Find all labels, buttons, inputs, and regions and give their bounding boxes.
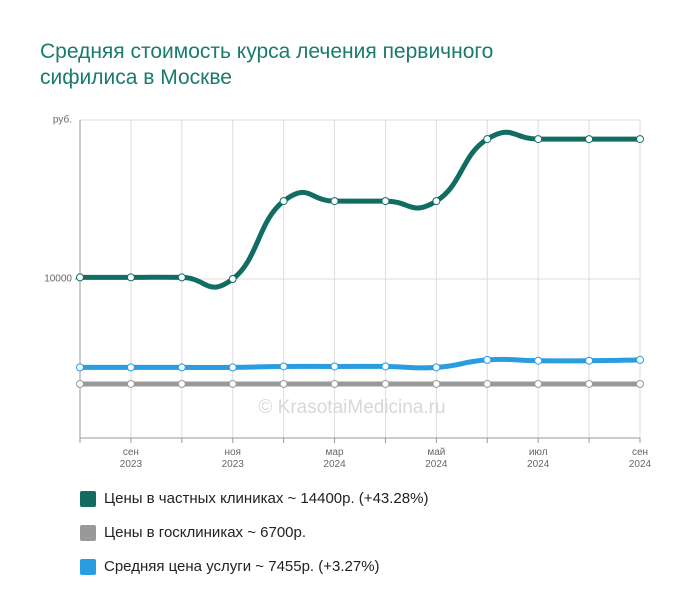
point bbox=[534, 356, 543, 365]
point bbox=[585, 356, 594, 365]
point bbox=[126, 363, 135, 372]
line bbox=[80, 129, 640, 290]
point bbox=[330, 197, 339, 206]
point bbox=[483, 379, 492, 388]
point bbox=[636, 379, 644, 388]
legend-swatch bbox=[80, 525, 96, 541]
legend-swatch bbox=[80, 559, 96, 575]
point bbox=[381, 197, 390, 206]
legend-swatch bbox=[80, 491, 96, 507]
point bbox=[432, 363, 441, 372]
x-tick-label: сен 2024 bbox=[629, 447, 652, 470]
point bbox=[534, 379, 543, 388]
point bbox=[483, 135, 492, 144]
point bbox=[432, 197, 441, 206]
point bbox=[432, 379, 441, 388]
x-tick-label: ноя 2023 bbox=[222, 447, 245, 470]
point bbox=[76, 273, 84, 282]
point bbox=[177, 273, 186, 282]
point bbox=[279, 197, 288, 206]
point bbox=[381, 362, 390, 371]
legend-label: Цены в частных клиниках ~ 14400р. (+43.2… bbox=[104, 490, 428, 507]
point bbox=[177, 379, 186, 388]
point bbox=[126, 273, 135, 282]
chart-title: Средняя стоимость курса лечения первично… bbox=[40, 40, 493, 89]
point bbox=[585, 379, 594, 388]
point bbox=[534, 135, 543, 144]
legend-label: Цены в госклиниках ~ 6700р. bbox=[104, 524, 306, 541]
point bbox=[636, 135, 644, 144]
point bbox=[228, 363, 237, 372]
point bbox=[636, 355, 644, 364]
point bbox=[330, 379, 339, 388]
point bbox=[228, 275, 237, 283]
point bbox=[330, 362, 339, 371]
x-tick-label: май 2024 bbox=[425, 447, 448, 470]
x-tick-label: сен 2023 bbox=[120, 447, 143, 470]
watermark: © KrasotaiMedicina.ru bbox=[258, 397, 445, 418]
line bbox=[79, 356, 641, 371]
point bbox=[126, 379, 135, 388]
x-tick-label: мар 2024 bbox=[323, 447, 346, 470]
y-axis-label: руб. bbox=[53, 114, 72, 126]
x-tick-label: июл 2024 bbox=[527, 447, 550, 470]
legend-label: Средняя цена услуги ~ 7455р. (+3.27%) bbox=[104, 558, 380, 575]
point bbox=[76, 363, 84, 372]
point bbox=[177, 363, 186, 372]
point bbox=[381, 379, 390, 388]
point bbox=[279, 362, 288, 371]
y-tick-label: 10000 bbox=[44, 274, 72, 285]
point bbox=[585, 135, 594, 144]
point bbox=[483, 355, 492, 364]
point bbox=[228, 379, 237, 388]
point bbox=[76, 379, 84, 388]
point bbox=[279, 379, 288, 388]
